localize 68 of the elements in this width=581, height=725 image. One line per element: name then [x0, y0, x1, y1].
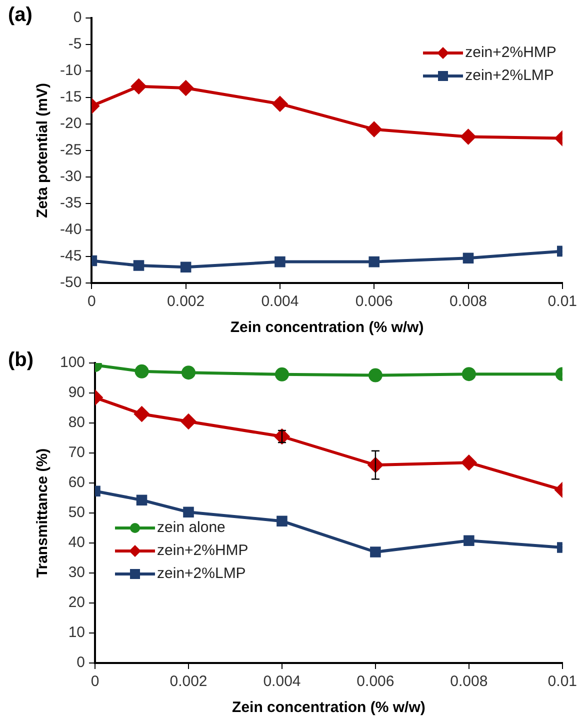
- y-tick-label: -45: [60, 248, 82, 265]
- y-tick-label: -25: [60, 142, 82, 159]
- point: [274, 429, 290, 444]
- y-axis-title: Zeta potential (mV): [34, 82, 52, 218]
- point: [181, 414, 196, 429]
- point: [461, 455, 476, 470]
- point: [368, 256, 380, 268]
- legend-label: zein+2%HMP: [157, 542, 248, 559]
- point: [370, 546, 381, 558]
- point: [136, 494, 148, 506]
- legend-label: zein+2%LMP: [157, 565, 246, 582]
- x-tick-label: 0.006: [356, 673, 394, 690]
- legend-label: zein+2%HMP: [465, 44, 556, 61]
- point: [274, 256, 286, 268]
- point: [178, 80, 194, 96]
- point: [180, 262, 192, 272]
- y-tick-label: -5: [68, 36, 82, 53]
- y-tick-label: 30: [68, 564, 86, 582]
- y-tick-label: 50: [68, 504, 86, 522]
- y-tick-label: 90: [68, 384, 86, 402]
- x-tick-label: 0.01: [548, 673, 578, 690]
- point: [182, 366, 196, 380]
- x-tick-label: 0.006: [355, 293, 393, 310]
- x-axis-title: Zein concentration (% w/w): [230, 319, 424, 336]
- y-tick-label: 0: [76, 654, 86, 672]
- y-tick-label: -30: [60, 168, 82, 186]
- point: [272, 96, 288, 112]
- point: [366, 122, 382, 137]
- point: [134, 406, 150, 422]
- point: [462, 252, 474, 264]
- point: [131, 78, 146, 94]
- point: [274, 367, 289, 382]
- y-tick-label: 80: [68, 414, 86, 432]
- y-tick-label: -15: [60, 88, 82, 106]
- chart-title: (b): [8, 349, 34, 372]
- x-tick-label: 0.004: [263, 673, 301, 690]
- y-tick-label: -35: [60, 194, 82, 212]
- legend-label: zein+2%LMP: [465, 67, 554, 84]
- x-axis-title: Zein concentration (% w/w): [232, 699, 426, 716]
- point: [276, 516, 288, 526]
- x-tick-label: 0.002: [170, 673, 208, 690]
- point: [460, 129, 476, 144]
- y-tick-label: 0: [73, 9, 82, 26]
- point: [462, 367, 476, 382]
- x-tick-label: 0.002: [167, 293, 205, 310]
- x-tick-label: 0.008: [449, 293, 488, 310]
- x-tick-label: 0.01: [548, 293, 578, 310]
- point: [183, 506, 194, 518]
- y-tick-label: -20: [60, 115, 82, 132]
- y-axis-title: Transmittance (%): [34, 448, 52, 578]
- x-tick-label: 0.008: [450, 673, 488, 690]
- x-tick-label: 0: [90, 673, 100, 690]
- y-tick-label: 20: [68, 594, 86, 612]
- point: [134, 364, 149, 378]
- legend-label: zein alone: [157, 519, 226, 536]
- y-tick-label: 70: [68, 444, 86, 462]
- chart-title: (a): [8, 4, 32, 27]
- y-tick-label: 60: [68, 474, 86, 492]
- y-tick-label: 10: [68, 624, 86, 642]
- y-tick-label: -10: [60, 62, 82, 80]
- point: [464, 535, 474, 546]
- x-tick-label: 0.004: [261, 293, 299, 310]
- y-tick-label: -40: [60, 221, 82, 238]
- y-tick-label: 100: [60, 354, 86, 372]
- y-tick-label: -50: [60, 274, 82, 292]
- point: [368, 368, 382, 382]
- point: [133, 260, 144, 271]
- y-tick-label: 40: [68, 534, 86, 552]
